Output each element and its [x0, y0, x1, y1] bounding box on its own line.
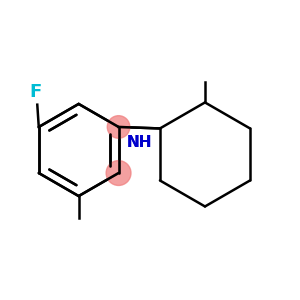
- Circle shape: [106, 160, 131, 185]
- Text: NH: NH: [127, 135, 152, 150]
- Text: F: F: [30, 83, 42, 101]
- Text: NH: NH: [127, 135, 152, 150]
- Circle shape: [107, 116, 130, 138]
